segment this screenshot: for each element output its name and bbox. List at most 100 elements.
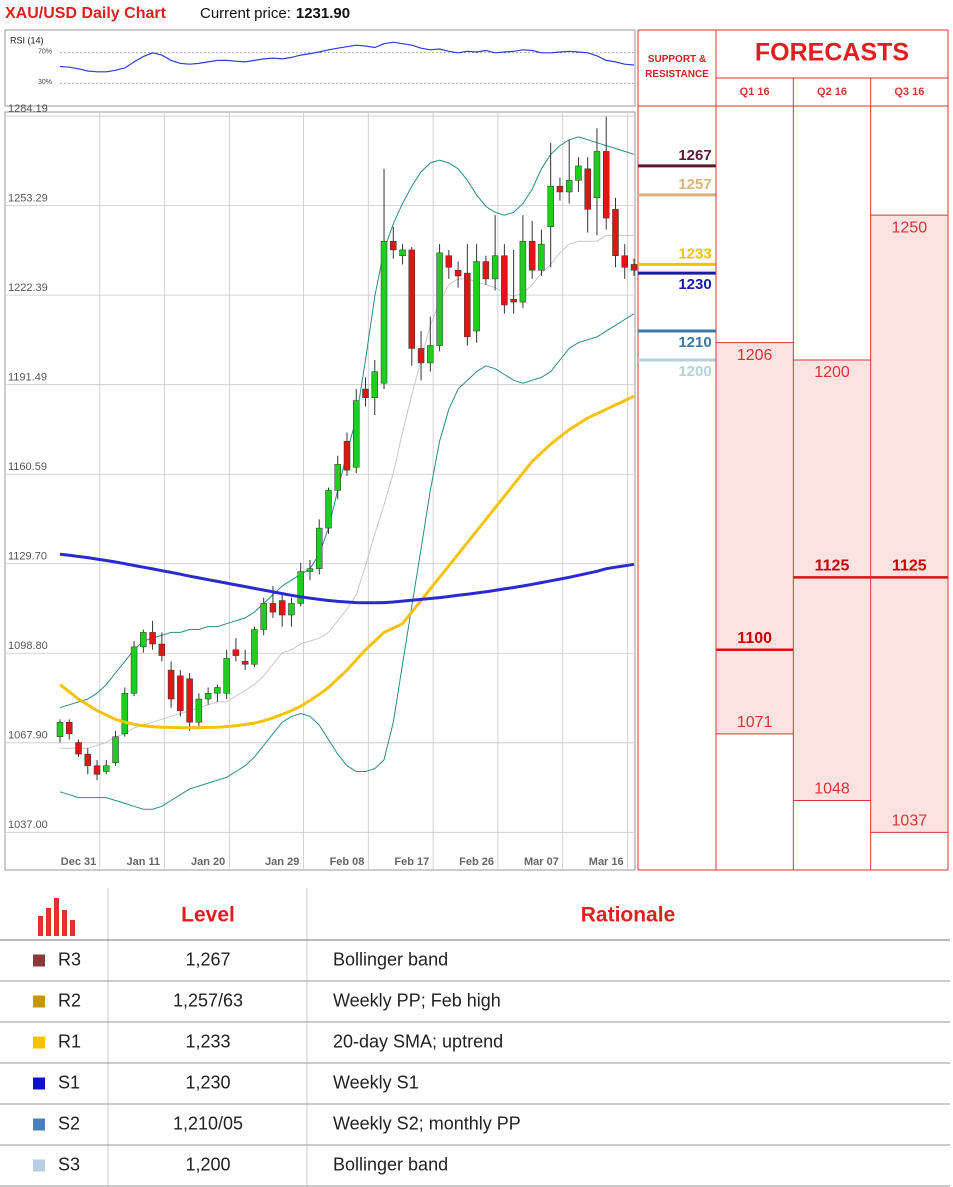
y-tick-label: 1222.39: [8, 282, 48, 294]
candle-body: [103, 765, 110, 772]
rsi-line: [59, 41, 635, 73]
y-tick-label: 1067.90: [8, 730, 48, 742]
sr-title: SUPPORT & RESISTANCE: [645, 54, 709, 80]
forecast-high-label: 1250: [892, 219, 928, 236]
row-swatch: [33, 1077, 45, 1090]
forecast-range: [716, 342, 794, 734]
forecast-column-label: Q1 16: [740, 86, 770, 98]
candle-body: [75, 742, 82, 755]
x-tick-label: Mar 16: [589, 856, 624, 868]
forecast-high-label: 1200: [814, 364, 850, 381]
candle-body: [140, 632, 147, 648]
forecast-column-label: Q3 16: [894, 86, 924, 98]
candle-body: [260, 603, 267, 630]
candle-body: [112, 736, 119, 764]
candle-body: [130, 646, 138, 694]
x-tick-label: Jan 20: [191, 856, 225, 868]
candle-body: [241, 661, 249, 665]
forecast-range: [793, 360, 871, 801]
row-level: 1,230: [185, 1072, 230, 1092]
y-tick-label: 1191.49: [8, 372, 47, 384]
y-tick-label: 1253.29: [8, 193, 48, 205]
candle-body: [66, 721, 73, 735]
candle-body: [556, 185, 564, 193]
row-code: R2: [58, 990, 81, 1010]
candle-body: [371, 371, 379, 398]
sr-label: 1233: [678, 245, 711, 262]
candle-body: [528, 240, 536, 271]
sr-label: 1257: [678, 176, 711, 193]
row-rationale: Bollinger band: [333, 949, 448, 969]
forecast-median-label: 1125: [815, 558, 850, 575]
candle-body: [93, 765, 101, 775]
chart-title: XAU/USD Daily Chart: [5, 5, 167, 22]
candle-body: [519, 240, 527, 303]
candle-body: [473, 261, 480, 332]
candle-body: [538, 243, 545, 271]
x-tick-label: Feb 17: [394, 856, 429, 868]
x-tick-label: Jan 11: [127, 856, 161, 868]
candle-body: [445, 255, 453, 268]
candle-body: [315, 527, 323, 569]
candle-body: [177, 675, 184, 711]
row-code: R1: [58, 1031, 81, 1051]
candle-body: [84, 753, 92, 766]
row-code: S2: [58, 1113, 80, 1133]
row-swatch: [33, 954, 45, 967]
y-tick-label: 1098.80: [8, 640, 48, 652]
candle-body: [630, 264, 638, 271]
row-rationale: Weekly S1: [333, 1072, 419, 1092]
x-tick-label: Dec 31: [61, 856, 96, 868]
price-value: 1231.90: [296, 5, 350, 22]
x-tick-label: Feb 26: [459, 856, 494, 868]
candle-body: [121, 692, 129, 735]
forecast-high-label: 1206: [737, 347, 773, 364]
candle-body: [464, 272, 471, 338]
price-label: Current price:: [200, 5, 291, 22]
candle-body: [214, 687, 221, 694]
candle-body: [204, 692, 212, 700]
sr-label: 1230: [678, 276, 711, 293]
candle-body: [334, 464, 341, 491]
price-frame: [4, 111, 636, 871]
row-rationale: Weekly PP; Feb high: [333, 990, 501, 1010]
candle-body: [278, 600, 286, 616]
forecast-column-label: Q2 16: [817, 86, 847, 98]
y-tick-label: 1160.59: [8, 461, 47, 473]
candle-body: [482, 261, 490, 280]
overlay-line: [60, 234, 634, 749]
row-rationale: Bollinger band: [333, 1154, 448, 1174]
y-tick-label: 1129.70: [8, 551, 47, 563]
candle-body: [195, 698, 203, 723]
y-tick-label: 1284.19: [8, 103, 48, 115]
row-code: S3: [58, 1154, 80, 1174]
row-level: 1,200: [185, 1154, 230, 1174]
sr-label: 1267: [678, 147, 711, 164]
candle-body: [56, 721, 64, 737]
forecast-median-label: 1125: [892, 558, 927, 575]
candle-body: [510, 298, 517, 303]
candle-body: [186, 678, 193, 723]
sr-label: 1200: [678, 363, 711, 380]
sr-label: 1210: [678, 334, 711, 351]
candle-body: [149, 632, 156, 645]
rsi-tick-label: 30%: [38, 79, 52, 86]
candle-body: [343, 440, 351, 471]
candle-body: [380, 240, 388, 384]
row-level: 1,210/05: [173, 1113, 243, 1133]
row-swatch: [33, 1036, 45, 1049]
row-rationale: 20-day SMA; uptrend: [333, 1031, 503, 1051]
candle-body: [612, 209, 619, 256]
overlay-line: [59, 394, 635, 730]
candle-body: [593, 151, 601, 199]
candle-body: [306, 568, 314, 572]
candle-body: [399, 249, 406, 256]
row-rationale: Weekly S2; monthly PP: [333, 1113, 521, 1133]
candle-body: [417, 348, 425, 364]
rsi-tick-label: 70%: [38, 49, 52, 56]
forecast-range: [870, 215, 948, 833]
candle-body: [158, 643, 166, 656]
y-tick-label: 1037.00: [8, 819, 48, 831]
candle-body: [390, 240, 397, 251]
candle-body: [547, 185, 554, 227]
